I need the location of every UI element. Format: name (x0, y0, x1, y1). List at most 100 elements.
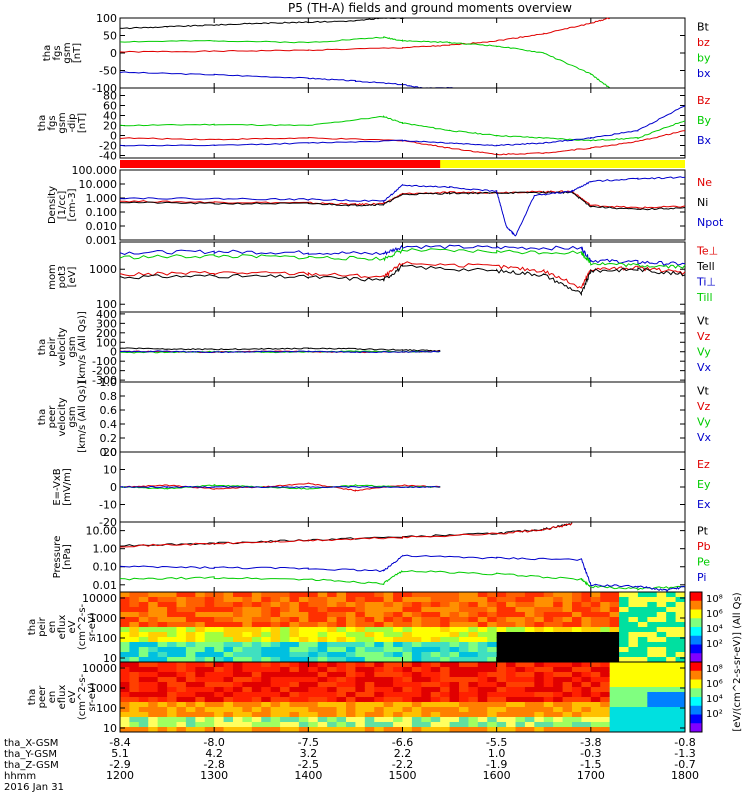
heatmap-cell (459, 642, 469, 648)
heatmap-cell (506, 597, 516, 603)
heatmap-cell (562, 642, 573, 648)
heatmap-cell (449, 652, 460, 658)
heatmap-cell (355, 682, 366, 688)
heatmap-cell (421, 702, 432, 708)
heatmap-cell (506, 612, 516, 618)
x-row-value: -3.8 (580, 736, 601, 749)
heatmap-cell (251, 637, 262, 643)
heatmap-cell (449, 627, 460, 633)
heatmap-cell (515, 627, 526, 633)
heatmap-cell (402, 682, 413, 688)
heatmap-cell (430, 627, 441, 633)
heatmap-cell (214, 642, 225, 648)
y-axis-label-line: peer (47, 405, 58, 429)
heatmap-cell (628, 702, 639, 708)
heatmap-cell (534, 677, 545, 683)
heatmap-cell (374, 657, 385, 663)
heatmap-cell (411, 727, 422, 733)
heatmap-cell (289, 647, 300, 653)
heatmap-cell (298, 667, 309, 673)
heatmap-cell (138, 697, 149, 703)
heatmap-cell (346, 592, 356, 598)
heatmap-cell (233, 592, 243, 598)
heatmap-cell (449, 677, 460, 683)
heatmap-cell (440, 637, 451, 643)
heatmap-cell (289, 707, 300, 713)
heatmap-cell (590, 602, 601, 608)
heatmap-cell (223, 607, 234, 613)
heatmap-cell (468, 702, 479, 708)
heatmap-cell (289, 722, 300, 728)
heatmap-cell (317, 677, 328, 683)
heatmap-cell (148, 702, 159, 708)
heatmap-cell (675, 607, 686, 613)
heatmap-cell (176, 607, 187, 613)
series-line-Bt (119, 17, 441, 30)
heatmap-cell (317, 682, 328, 688)
y-tick-label: -40 (99, 150, 117, 163)
x-row-value: -1.9 (486, 758, 507, 771)
heatmap-cell (270, 712, 281, 718)
heatmap-cell (242, 667, 253, 673)
figure-title: P5 (TH-A) fields and ground moments over… (288, 1, 572, 15)
heatmap-cell (440, 717, 451, 723)
heatmap-cell (261, 722, 272, 728)
heatmap-cell (176, 627, 187, 633)
heatmap-cell (487, 717, 498, 723)
heatmap-cell (195, 657, 206, 663)
y-tick-label: 80 (103, 90, 117, 103)
heatmap-cell (185, 667, 196, 673)
colorbar-tick: 10⁴ (706, 624, 723, 635)
heatmap-cell (440, 622, 451, 628)
legend-entry: Pt (697, 524, 709, 537)
heatmap-cell (176, 632, 187, 638)
heatmap-cell (411, 642, 422, 648)
heatmap-cell (251, 692, 262, 698)
heatmap-cell (421, 667, 432, 673)
heatmap-cell (383, 662, 394, 668)
heatmap-cell (261, 612, 272, 618)
heatmap-cell (270, 722, 281, 728)
heatmap-cell (543, 722, 554, 728)
heatmap-cell (459, 592, 469, 598)
heatmap-cell (543, 657, 554, 663)
heatmap-cell (619, 627, 629, 633)
heatmap-cell (590, 597, 601, 603)
heatmap-cell (364, 642, 375, 648)
heatmap-cell (477, 627, 488, 633)
heatmap-cell (129, 647, 140, 653)
heatmap-cell (628, 722, 639, 728)
heatmap-cell (167, 612, 177, 618)
heatmap-cell (468, 722, 479, 728)
heatmap-cell (666, 727, 677, 733)
heatmap-cell (619, 702, 629, 708)
heatmap-cell (270, 672, 281, 678)
heatmap-cell (176, 622, 187, 628)
heatmap-cell (176, 672, 187, 678)
heatmap-cell (157, 617, 168, 623)
heatmap-cell (421, 617, 432, 623)
heatmap-cell (289, 617, 300, 623)
heatmap-cell (562, 677, 573, 683)
y-tick-label: 1000 (89, 682, 117, 695)
heatmap-cell (336, 647, 347, 653)
heatmap-cell (185, 612, 196, 618)
heatmap-cell (261, 662, 272, 668)
heatmap-cell (204, 622, 215, 628)
heatmap-cell (534, 727, 545, 733)
heatmap-cell (185, 657, 196, 663)
heatmap-cell (157, 687, 168, 693)
heatmap-cell (666, 672, 677, 678)
heatmap-cell (647, 627, 658, 633)
legend-entry: Till (696, 291, 713, 304)
heatmap-cell (647, 637, 658, 643)
heatmap-cell (440, 692, 451, 698)
heatmap-cell (675, 667, 686, 673)
heatmap-cell (223, 652, 234, 658)
heatmap-cell (374, 607, 385, 613)
heatmap-cell (214, 717, 225, 723)
heatmap-cell (195, 702, 206, 708)
heatmap-cell (515, 662, 526, 668)
heatmap-cell (129, 697, 140, 703)
y-axis-label-line: en (47, 691, 58, 704)
